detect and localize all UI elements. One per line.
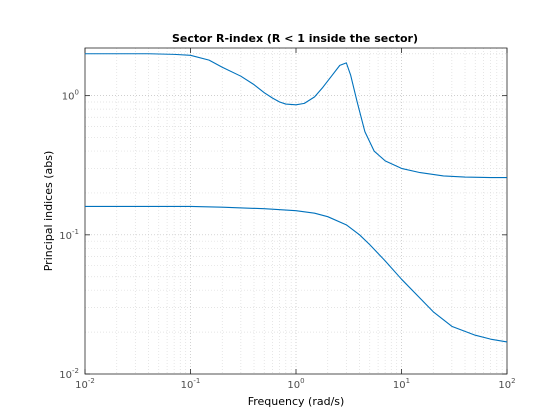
series-lines	[85, 53, 508, 343]
y-tick-label: 10-1	[59, 228, 79, 242]
chart-title: Sector R-index (R < 1 inside the sector)	[172, 32, 418, 45]
series-line-1	[85, 53, 507, 179]
y-tick-label: 100	[62, 89, 79, 103]
tick-labels: 10-2 10-1 100 101 102 10-2 10-1 100	[59, 89, 515, 391]
series-line-2	[85, 205, 508, 343]
grid	[85, 48, 507, 374]
x-tick-label: 101	[393, 377, 410, 391]
ticks	[84, 48, 508, 375]
x-axis-label: Frequency (rad/s)	[248, 395, 345, 408]
x-tick-label: 10-1	[181, 377, 201, 391]
x-tick-label: 100	[287, 377, 304, 391]
y-axis-label: Principal indices (abs)	[42, 151, 55, 272]
x-tick-label: 102	[498, 377, 515, 391]
x-tick-label: 10-2	[75, 377, 95, 391]
y-tick-label: 10-2	[59, 367, 79, 381]
